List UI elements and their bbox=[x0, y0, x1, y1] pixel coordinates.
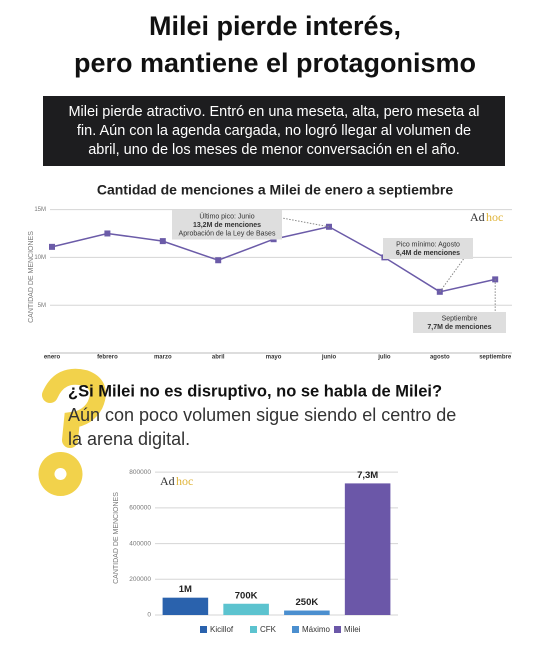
annotation-text: Septiembre bbox=[442, 315, 478, 322]
y-axis-label: CANTIDAD DE MENCIONES bbox=[28, 231, 35, 323]
legend-swatch bbox=[200, 626, 207, 633]
chart-title: Cantidad de menciones a Milei de enero a… bbox=[97, 182, 454, 198]
x-tick-label: marzo bbox=[154, 355, 172, 361]
y-tick-label: 600000 bbox=[129, 505, 151, 512]
x-tick-label: septiembre bbox=[479, 355, 512, 361]
section-text: Aún con poco volumen sigue siendo el cen… bbox=[68, 405, 456, 425]
title: pero mantiene el protagonismo bbox=[74, 48, 476, 78]
bar bbox=[344, 483, 391, 615]
title: Milei pierde interés, bbox=[149, 11, 401, 41]
logo: hoc bbox=[486, 210, 503, 224]
summary: Milei pierde atractivo. Entró en una mes… bbox=[68, 104, 479, 120]
y-tick-label: 5M bbox=[38, 303, 46, 309]
annotation-box bbox=[383, 238, 473, 259]
legend-swatch bbox=[334, 626, 341, 633]
annotation-text: Aprobación de la Ley de Bases bbox=[179, 230, 276, 237]
legend-label: Máximo bbox=[302, 625, 331, 634]
x-tick-label: febrero bbox=[97, 355, 118, 361]
y-tick-label: 10M bbox=[34, 255, 46, 261]
question-mark-decoration bbox=[38, 368, 106, 496]
annotation-connector bbox=[439, 245, 474, 293]
legend-label: Milei bbox=[344, 625, 361, 634]
legend-label: Kicillof bbox=[210, 625, 234, 634]
logo: hoc bbox=[176, 474, 193, 488]
annotation-connector bbox=[281, 217, 330, 228]
x-tick-label: agosto bbox=[430, 355, 450, 361]
bar-label: 250K bbox=[296, 597, 319, 608]
data-point bbox=[215, 257, 222, 264]
data-point bbox=[159, 238, 166, 245]
bar bbox=[162, 597, 209, 615]
bar-label: 700K bbox=[235, 590, 258, 601]
summary: abril, uno de los meses de menor convers… bbox=[88, 142, 460, 158]
summary-box bbox=[43, 96, 505, 166]
data-point bbox=[49, 243, 55, 250]
legend-swatch bbox=[250, 626, 257, 633]
annotation-text: Pico mínimo: Agosto bbox=[396, 241, 460, 248]
logo: Ad bbox=[160, 474, 175, 488]
bar-label: 1M bbox=[179, 584, 192, 595]
y-tick-label: 0 bbox=[147, 612, 151, 619]
y-tick-label: 15M bbox=[34, 207, 46, 213]
x-tick-label: enero bbox=[44, 355, 61, 361]
y-axis-label: CANTIDAD DE MENCIONES bbox=[113, 492, 120, 584]
annotation-text: 13,2M de menciones bbox=[193, 222, 261, 229]
section-text: la arena digital. bbox=[68, 429, 190, 449]
x-tick-label: abril bbox=[212, 355, 225, 361]
annotation-box bbox=[413, 312, 506, 333]
annotation-text: 6,4M de menciones bbox=[396, 250, 460, 257]
y-tick-label: 800000 bbox=[129, 469, 151, 476]
legend-label: CFK bbox=[260, 625, 277, 634]
summary: fin. Aún con la agenda cargada, no logró… bbox=[77, 123, 471, 139]
data-point bbox=[104, 230, 111, 237]
bar bbox=[284, 610, 330, 615]
section-question: ¿Si Milei no es disruptivo, no se habla … bbox=[68, 382, 442, 400]
annotation-text: 7,7M de menciones bbox=[427, 324, 491, 331]
annotation-box bbox=[172, 210, 282, 240]
y-tick-label: 200000 bbox=[129, 576, 151, 583]
bar-label: 7,3M bbox=[357, 470, 378, 481]
x-tick-label: junio bbox=[321, 355, 337, 361]
annotation-text: Último pico: Junio bbox=[199, 211, 254, 220]
legend-swatch bbox=[292, 626, 299, 633]
x-tick-label: julio bbox=[377, 355, 391, 361]
x-tick-label: mayo bbox=[266, 355, 282, 361]
bar bbox=[223, 603, 269, 615]
logo: Ad bbox=[470, 210, 485, 224]
y-tick-label: 400000 bbox=[129, 540, 151, 547]
